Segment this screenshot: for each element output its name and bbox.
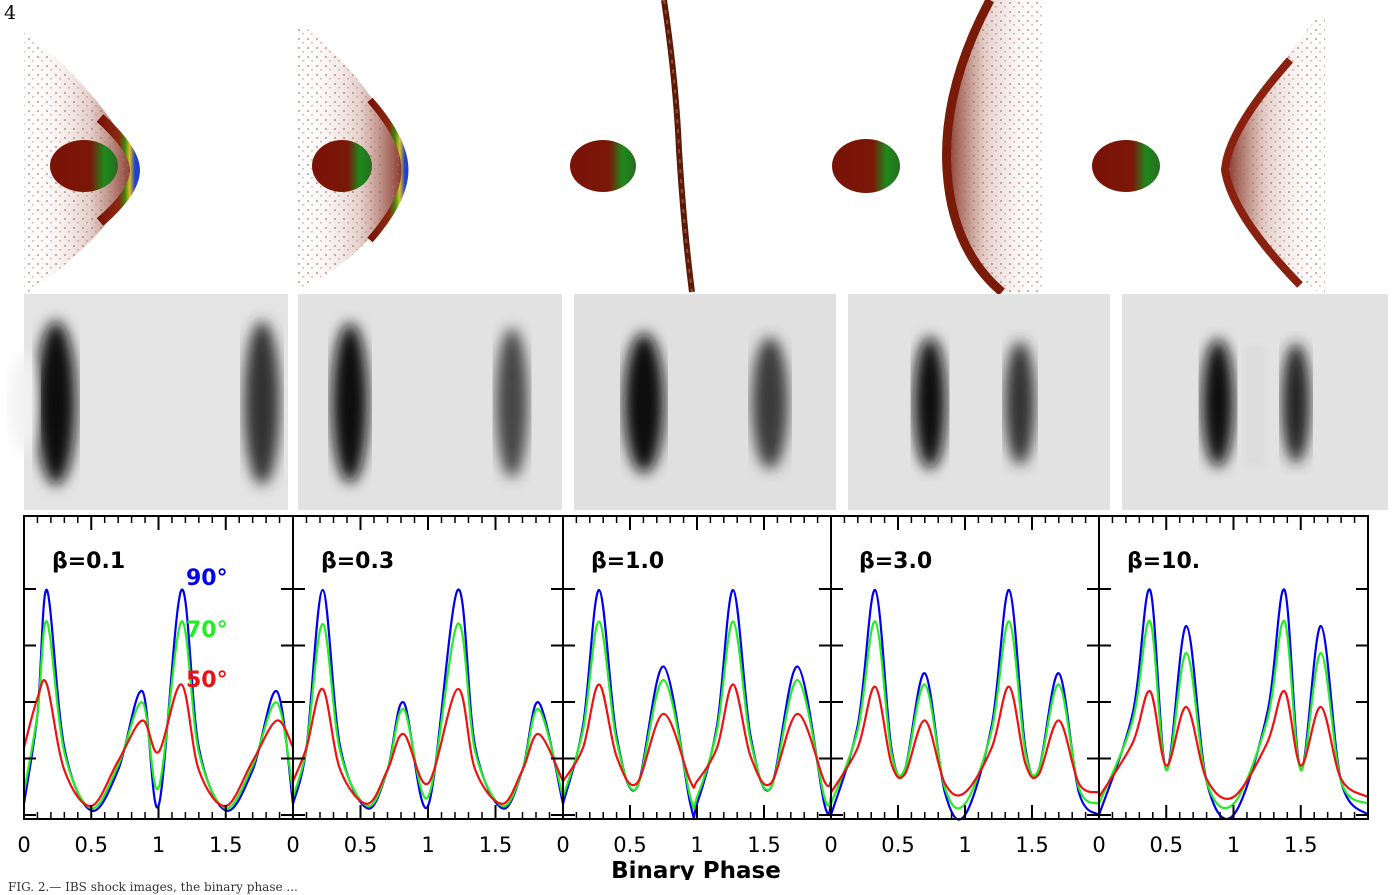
- x-tick-label: 1: [421, 833, 434, 857]
- emission-map-row: [10, 294, 1388, 510]
- panel-3: 0 0.5 1 1.5 β=1.0: [556, 515, 833, 857]
- inclination-label-90deg: 90°: [186, 566, 228, 591]
- series-50deg-line: [1098, 690, 1369, 800]
- emission-map-beta-0.1: [10, 294, 288, 510]
- shock-image-beta-0.3: [296, 20, 409, 290]
- x-tick-label: 0.5: [1150, 833, 1183, 857]
- series-50deg-line: [291, 687, 564, 805]
- x-tick-label: 1: [958, 833, 971, 857]
- series-70deg-line: [1097, 620, 1369, 810]
- shock-image-beta-3.0: [832, 0, 1045, 296]
- x-tick-label: 0: [1092, 833, 1105, 857]
- x-tick-label: 0: [286, 833, 299, 857]
- series-90deg-line: [561, 588, 833, 819]
- emission-map-beta-3.0: [848, 294, 1110, 510]
- x-axis-label: Binary Phase: [611, 858, 781, 880]
- panel-2: 0 0.5 1 1.5 β=0.3: [286, 515, 565, 857]
- x-tick-label: 0.5: [881, 833, 914, 857]
- x-tick-label: 0: [824, 833, 837, 857]
- x-tick-label: 1.5: [1015, 833, 1048, 857]
- series-70deg-line: [561, 620, 833, 810]
- shock-image-beta-0.1: [24, 30, 141, 295]
- x-tick-label: 1.5: [747, 833, 780, 857]
- x-tick-label: 1: [152, 833, 165, 857]
- beta-label: β=10.: [1127, 549, 1200, 574]
- x-tick-label: 1.5: [1284, 833, 1317, 857]
- shock-image-row: [24, 0, 1325, 296]
- panel-1: 0 0.5 1 1.5 β=0.1 90° 70° 50°: [17, 515, 295, 857]
- series-90deg-line: [829, 588, 1100, 821]
- series-50deg-line: [562, 683, 833, 789]
- x-tick-label: 0: [17, 833, 30, 857]
- x-tick-label: 1.5: [209, 833, 242, 857]
- inclination-label-50deg: 50°: [186, 668, 228, 693]
- x-tick-label: 0: [556, 833, 569, 857]
- series-70deg-line: [829, 620, 1100, 810]
- beta-label: β=0.1: [52, 549, 125, 574]
- shock-image-beta-10: [1092, 20, 1325, 292]
- emission-map-beta-1.0: [574, 294, 836, 510]
- beta-label: β=1.0: [591, 549, 664, 574]
- series-90deg-line: [22, 588, 295, 812]
- series-50deg-line: [830, 685, 1100, 797]
- x-tick-label: 0.5: [613, 833, 646, 857]
- series-70deg-line: [291, 622, 565, 808]
- x-tick-label: 1: [1227, 833, 1240, 857]
- inclination-label-70deg: 70°: [186, 618, 228, 643]
- beta-label: β=0.3: [321, 549, 394, 574]
- x-tick-label: 1: [690, 833, 703, 857]
- emission-map-beta-10: [1122, 294, 1388, 510]
- page-number: 4: [4, 2, 17, 24]
- panel-5: 0 0.5 1 1.5 β=10.: [1092, 515, 1369, 857]
- x-tick-label: 0.5: [344, 833, 377, 857]
- beta-label: β=3.0: [859, 549, 932, 574]
- series-90deg-line: [1097, 588, 1369, 821]
- series-50deg-line: [22, 678, 294, 808]
- panel-4: 0 0.5 1 1.5 β=3.0: [824, 515, 1100, 857]
- series-70deg-line: [22, 620, 295, 810]
- figure-caption: FIG. 2.— IBS shock images, the binary ph…: [8, 880, 298, 894]
- light-curve-plots: 0 0.5 1 1.5 β=0.1 90° 70° 50° 0 0.5 1 1.5 β=0.3 0 0.5 1…: [17, 515, 1369, 880]
- shock-image-beta-1.0: [570, 0, 695, 293]
- emission-map-beta-0.3: [298, 294, 562, 510]
- x-tick-label: 0.5: [75, 833, 108, 857]
- x-tick-label: 1.5: [479, 833, 512, 857]
